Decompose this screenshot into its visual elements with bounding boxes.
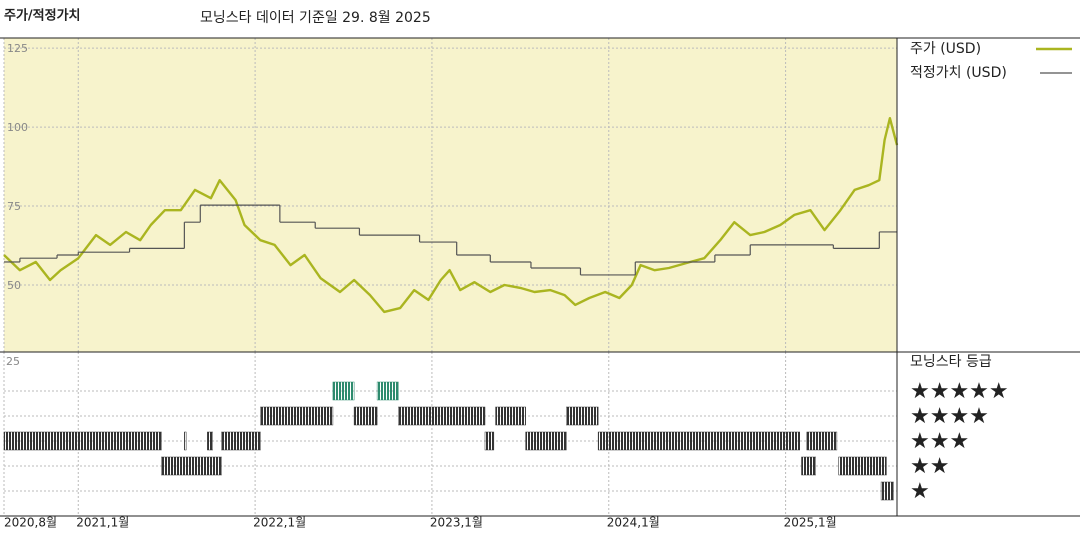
y-tick-label: 50 [7,279,21,292]
rating-period [398,406,486,426]
grid: 125 100 75 50 [3,38,897,516]
rating-period [801,456,816,476]
y-tick-label: 100 [7,121,28,134]
rating-period [332,381,355,401]
rating-period [495,406,526,426]
chart-subtitle: 모닝스타 데이터 기준일 29. 8월 2025 [200,10,431,26]
x-tick-label: 2023,1월 [430,516,483,530]
rating-period [184,431,187,451]
rating-period [221,431,261,451]
legend-label: 적정가치 (USD) [910,65,1007,81]
legend-label: 주가 (USD) [910,41,981,57]
y-tick-label: 125 [7,42,28,55]
rating-period [838,456,887,476]
rating-legend: ★ [910,479,930,504]
price-line [3,117,899,314]
rating-period [207,431,213,451]
x-tick-label: 2022,1월 [253,516,306,530]
rating-title: 모닝스타 등급 [910,354,992,370]
rating-period [376,381,399,401]
rating-period [353,406,378,426]
rating-legend: ★★★ [910,429,969,454]
rating-period [597,431,800,451]
rating-period [880,481,894,501]
rating-legend: ★★★★ [910,404,989,429]
x-tick-label: 2020,8월 [4,516,57,530]
rating-period [566,406,599,426]
x-tick-label: 2021,1월 [76,516,129,530]
rating-legend: ★★ [910,454,949,479]
plot-background [4,38,897,352]
rating-period [260,406,334,426]
rating-period [484,431,495,451]
x-tick-label: 2024,1월 [607,516,660,530]
rating-axis-label: 25 [6,355,20,368]
rating-period [525,431,567,451]
data [3,117,899,501]
x-tick-label: 2025,1월 [784,516,837,530]
rating-period [806,431,838,451]
y-tick-label: 75 [7,200,21,213]
rating-period [161,456,222,476]
rating-legend: ★★★★★ [910,379,1009,404]
rating-period [3,431,162,451]
chart-title: 주가/적정가치 [4,8,81,24]
